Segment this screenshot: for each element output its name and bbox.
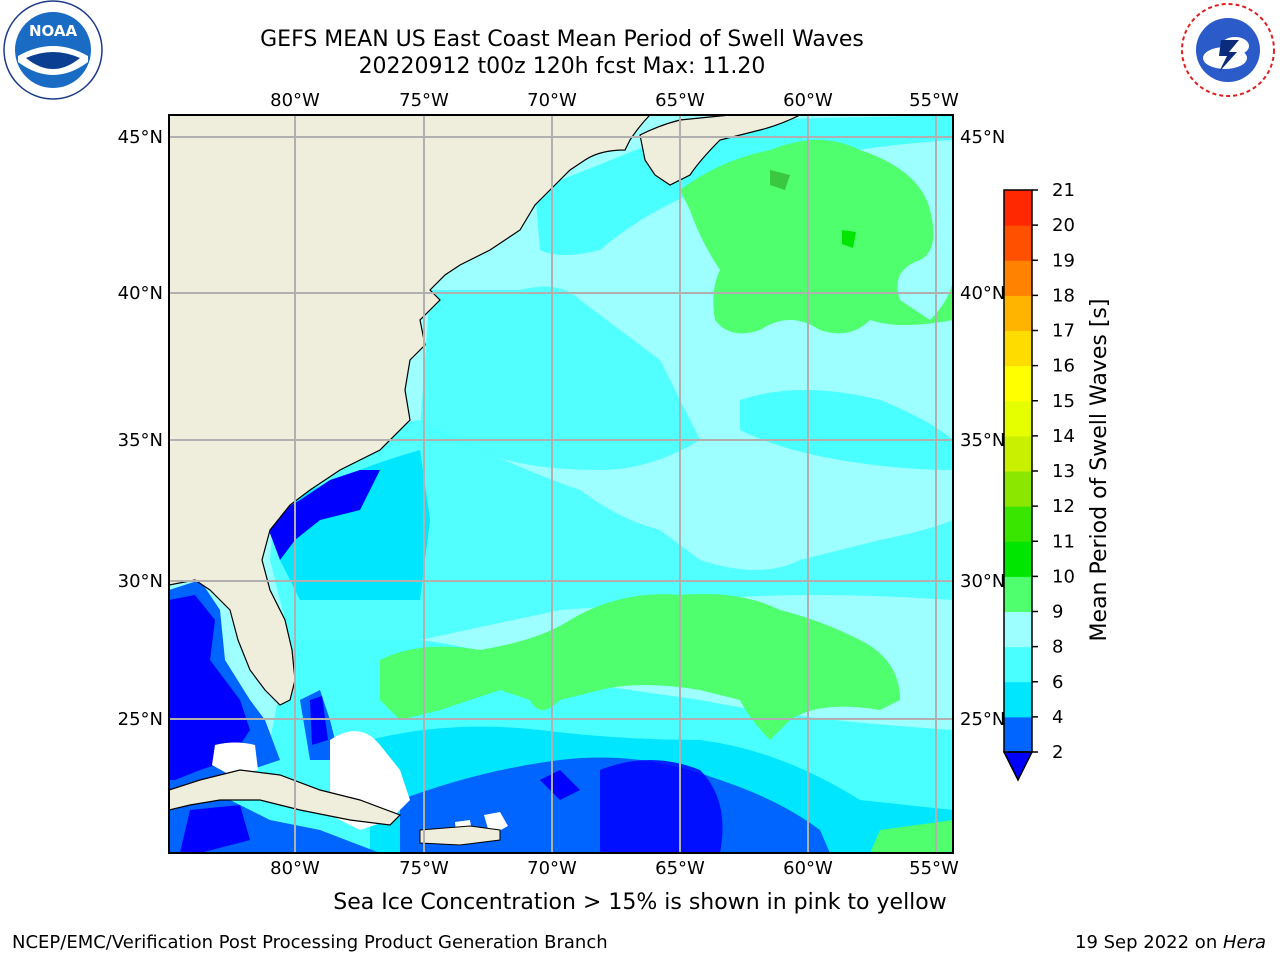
sea-ice-caption: Sea Ice Concentration > 15% is shown in …: [333, 890, 947, 915]
lat-label-right: 35°N: [960, 430, 1005, 451]
colorbar-tick-label: 10: [1052, 566, 1075, 587]
colorbar-segment: [1004, 190, 1032, 226]
colorbar-segment: [1004, 365, 1032, 402]
map-gridlines: [169, 115, 953, 853]
nws-logo-icon: [1180, 2, 1276, 98]
map-frame: [168, 114, 954, 854]
lon-label-bottom: 80°W: [270, 858, 320, 879]
colorbar-tick-label: 4: [1052, 707, 1063, 728]
lon-label-top: 55°W: [909, 90, 959, 111]
lat-label-right: 45°N: [960, 127, 1005, 148]
lon-label-bottom: 55°W: [909, 858, 959, 879]
lon-label-bottom: 60°W: [783, 858, 833, 879]
lon-label-top: 75°W: [399, 90, 449, 111]
colorbar-segment: [1004, 330, 1032, 367]
colorbar-tick-label: 6: [1052, 672, 1063, 693]
colorbar-segment: [1004, 716, 1032, 753]
lat-label-left: 45°N: [118, 127, 163, 148]
svg-text:NOAA: NOAA: [29, 22, 78, 40]
colorbar-tick-label: 17: [1052, 321, 1075, 342]
colorbar-tick-label: 13: [1052, 461, 1075, 482]
colorbar-tick-label: 12: [1052, 496, 1075, 517]
colorbar-segment: [1004, 295, 1032, 331]
colorbar-tick-label: 18: [1052, 285, 1075, 306]
colorbar-tick-label: 20: [1052, 215, 1075, 236]
colorbar: 2 4 6 8 9 10 11 12 13 14 15 16 17 18 19 20 21: [1002, 180, 1075, 782]
lon-label-top: 80°W: [270, 90, 320, 111]
colorbar-segment: [1004, 576, 1032, 612]
swell-zone-south: [380, 594, 900, 740]
lat-label-left: 35°N: [118, 430, 163, 451]
chart-title: GEFS MEAN US East Coast Mean Period of S…: [260, 27, 864, 52]
lon-label-top: 70°W: [527, 90, 577, 111]
colorbar-segment: [1004, 225, 1032, 261]
colorbar-tick-label: 16: [1052, 356, 1075, 377]
lat-label-right: 25°N: [960, 709, 1005, 730]
colorbar-under-triangle: [1002, 751, 1034, 782]
us-east-coast-land: [169, 115, 651, 706]
lon-label-bottom: 65°W: [655, 858, 705, 879]
colorbar-segment: [1004, 260, 1032, 296]
swell-zone-north: [680, 140, 953, 334]
lon-label-bottom: 75°W: [399, 858, 449, 879]
footer-timestamp: 19 Sep 2022 on Hera: [1075, 932, 1266, 953]
colorbar-label: Mean Period of Swell Waves [s]: [1087, 299, 1112, 642]
footer-credit: NCEP/EMC/Verification Post Processing Pr…: [12, 932, 608, 953]
colorbar-tick-label: 9: [1052, 602, 1063, 623]
lat-label-right: 30°N: [960, 571, 1005, 592]
colorbar-segment: [1004, 506, 1032, 542]
lat-label-left: 30°N: [118, 571, 163, 592]
colorbar-segment: [1004, 471, 1032, 507]
cuba-land: [169, 769, 402, 826]
colorbar-segment: [1004, 435, 1032, 472]
noaa-logo-icon: NOAA: [3, 0, 103, 100]
colorbar-tick-label: 21: [1052, 180, 1075, 201]
footer-date: 19 Sep 2022 on: [1075, 932, 1223, 953]
colorbar-segment: [1004, 646, 1032, 683]
colorbar-segment: [1004, 541, 1032, 577]
colorbar-tick-label: 15: [1052, 391, 1075, 412]
colorbar-segment: [1004, 400, 1032, 437]
colorbar-tick-label: 8: [1052, 637, 1063, 658]
lat-label-right: 40°N: [960, 283, 1005, 304]
colorbar-segment: [1004, 611, 1032, 648]
lon-label-top: 65°W: [655, 90, 705, 111]
colorbar-tick-label: 19: [1052, 250, 1075, 271]
lon-label-bottom: 70°W: [527, 858, 577, 879]
colorbar-tick-label: 14: [1052, 426, 1075, 447]
footer-host: Hera: [1222, 932, 1266, 953]
lat-label-left: 25°N: [118, 709, 163, 730]
lon-label-top: 60°W: [783, 90, 833, 111]
chart-subtitle: 20220912 t00z 120h fcst Max: 11.20: [358, 54, 766, 79]
lat-label-left: 40°N: [118, 283, 163, 304]
colorbar-segment: [1004, 681, 1032, 718]
colorbar-tick-label: 2: [1052, 742, 1063, 763]
colorbar-tick-label: 11: [1052, 531, 1075, 552]
